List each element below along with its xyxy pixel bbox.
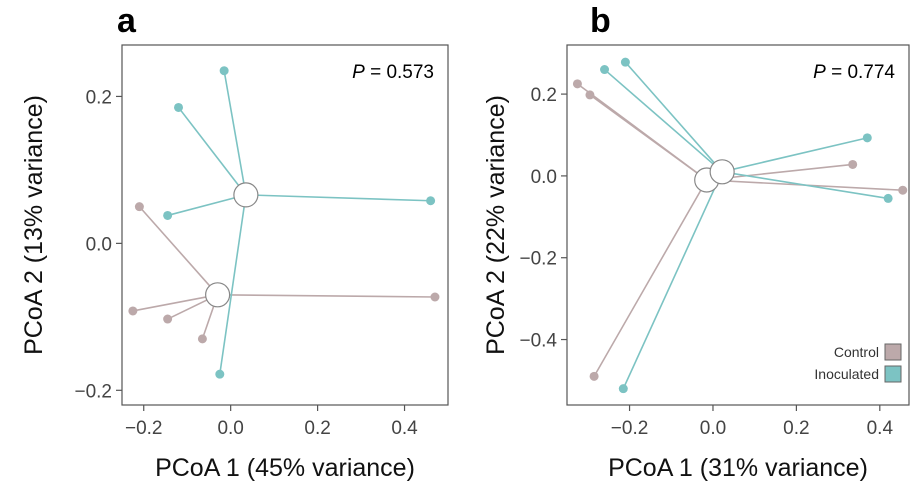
panel-b: b −0.2 0.0 0.2 0.4 −0.4 −0.2 0.0 0.2 PCoA 1 (31%… (458, 0, 916, 485)
panel-a-x-tick-label: 0.4 (391, 418, 418, 439)
panel-b-y-axis-title: PCoA 2 (22% variance) (482, 95, 510, 355)
panel-b-y-tick-label: −0.2 (519, 249, 557, 270)
panel-a-inoculated-centroid (233, 182, 259, 208)
panel-a-control-point (128, 306, 138, 316)
panel-b-inoculated-point (883, 193, 893, 203)
panel-a-control-point (197, 334, 207, 344)
panel-a-p-value: P = 0.573 (352, 62, 434, 83)
panel-b-y-tick-label: −0.4 (519, 331, 557, 352)
panel-b-plot-frame (566, 44, 910, 406)
panel-b-inoculated-point (620, 57, 630, 67)
panel-a-y-axis-title: PCoA 2 (13% variance) (20, 95, 48, 355)
panel-a-control-point (163, 314, 173, 324)
panel-b-x-tick-label: 0.2 (783, 418, 809, 439)
panel-a-inoculated-point (174, 102, 184, 112)
panel-a-control-centroid (205, 282, 231, 308)
panel-b-inoculated-spoke (721, 137, 868, 173)
panel-b-control-spoke (589, 94, 708, 181)
panel-a-inoculated-point (426, 196, 436, 206)
panel-a-inoculated-point (219, 66, 229, 76)
panel-b-inoculated-point (862, 133, 872, 143)
panel-b-x-axis-title: PCoA 1 (31% variance) (608, 454, 868, 482)
panel-a-inoculated-point (215, 369, 225, 379)
panel-a-inoculated-spoke (223, 70, 247, 196)
panel-b-x-tick-label: 0.0 (700, 418, 726, 439)
panel-b-x-tick-label: 0.4 (867, 418, 894, 439)
panel-a-x-tick-label: 0.2 (304, 418, 330, 439)
panel-a: a −0.2 0.0 0.2 0.4 −0.2 0.0 0.2 PCoA 1 (45% var… (20, 2, 449, 482)
panel-b-control-point (585, 90, 595, 100)
panel-a-x-axis-title: PCoA 1 (45% variance) (155, 454, 415, 482)
panel-a-y-tick-label: −0.2 (74, 381, 112, 402)
panel-b-control-spoke (593, 179, 708, 377)
panel-b-x-tick-label: −0.2 (611, 418, 649, 439)
panel-a-inoculated-spoke (177, 106, 247, 196)
panel-a-inoculated-spoke (219, 194, 247, 375)
panel-b-p-value: P = 0.774 (813, 62, 895, 83)
panel-a-inoculated-spoke (167, 194, 247, 217)
panel-b-y-tick-label: 0.0 (531, 167, 557, 188)
panel-a-control-point (134, 202, 144, 212)
chart-b: −0.2 0.0 0.2 0.4 −0.4 −0.2 0.0 0.2 PCoA 1 (31% v… (482, 44, 910, 482)
panel-a-y-tick-label: 0.0 (86, 234, 112, 255)
panel-b-y-tick-label: 0.2 (531, 85, 557, 106)
legend-inoculated-swatch (884, 365, 902, 383)
panel-a-control-point (430, 292, 440, 302)
panel-a-y-tick-label: 0.2 (86, 87, 112, 108)
panel-letter-b: b (590, 2, 611, 40)
panel-b-control-point (898, 185, 908, 195)
legend-control-swatch (884, 343, 902, 361)
panel-a-inoculated-spoke (245, 194, 431, 202)
panel-b-control-point (589, 371, 599, 381)
panel-b-control-point (848, 159, 858, 169)
panel-a-x-tick-label: 0.0 (217, 418, 243, 439)
panel-b-inoculated-spoke (622, 171, 723, 389)
panel-b-inoculated-point (600, 65, 610, 75)
panel-a-control-spoke (132, 294, 218, 312)
panel-b-inoculated-point (618, 384, 628, 394)
panel-b-inoculated-spoke (722, 171, 889, 200)
panel-a-x-tick-label: −0.2 (125, 418, 163, 439)
panel-letter-a: a (117, 2, 136, 40)
panel-b-inoculated-spoke (604, 68, 723, 173)
legend-control-label: Control (834, 344, 879, 360)
legend-inoculated-label: Inoculated (814, 366, 879, 382)
panel-a-control-spoke (138, 206, 219, 296)
panel-b-control-point (572, 79, 582, 89)
panel-a-inoculated-point (163, 210, 173, 220)
chart-a: −0.2 0.0 0.2 0.4 −0.2 0.0 0.2 PCoA 1 (45% varia… (20, 44, 449, 482)
panel-a-control-spoke (217, 293, 435, 298)
panel-b-inoculated-spoke (624, 61, 723, 173)
panel-a-plot-frame (121, 44, 449, 406)
panel-b-inoculated-centroid (709, 159, 735, 185)
